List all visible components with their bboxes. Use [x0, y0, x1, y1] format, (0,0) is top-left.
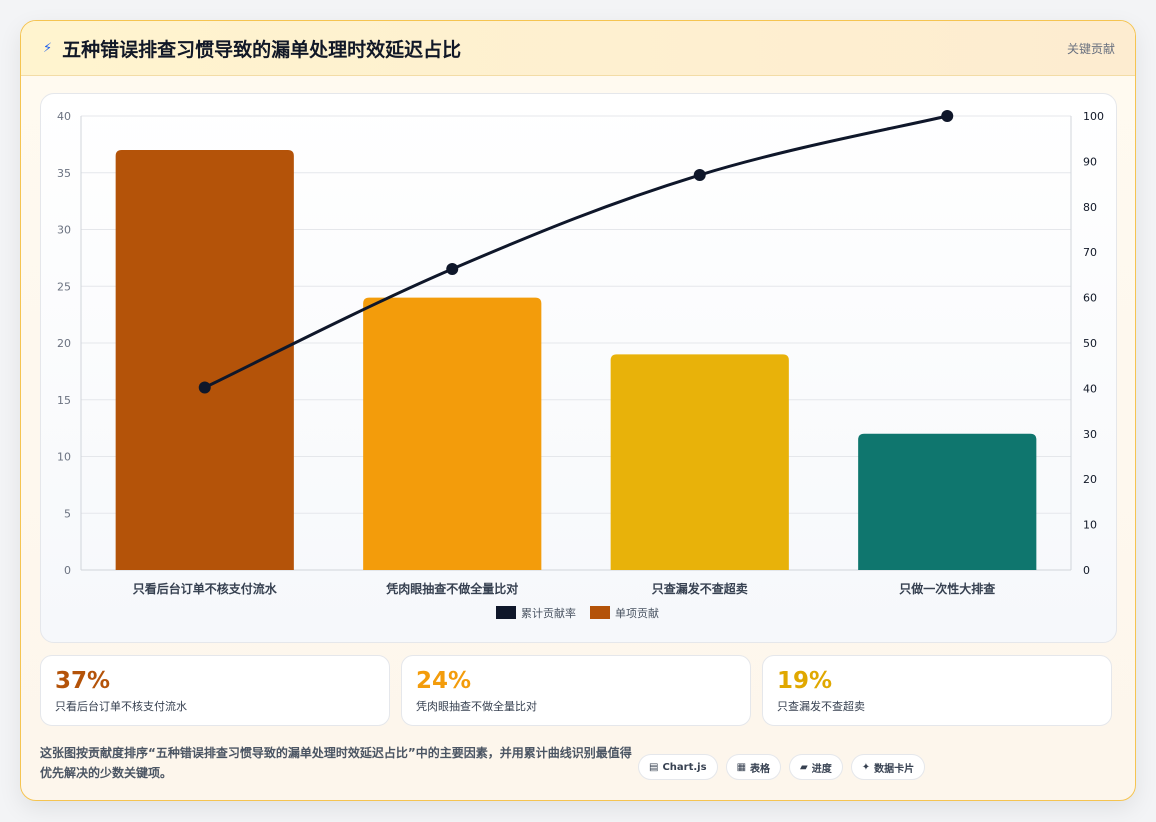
y-right-tick-label: 70	[1083, 246, 1097, 259]
table-icon: ▦	[736, 761, 747, 773]
stat-label-1: 只看后台订单不核支付流水	[55, 700, 187, 713]
stat-value-1: 37%	[55, 668, 111, 694]
chart-container: 0 5 10 15 20 25 30 35 40 0 10 20 30 40 50 60 70 80 90 100 只看…	[40, 93, 1117, 643]
bar-1	[115, 150, 294, 571]
x-tick-label: 只做一次性大排查	[899, 581, 996, 596]
y-left-tick-label: 15	[57, 394, 71, 407]
stat-card-2: 24% 凭肉眼抽查不做全量比对	[401, 655, 751, 726]
y-right-tick-label: 10	[1083, 519, 1097, 532]
y-right-tick-label: 0	[1083, 564, 1090, 577]
progress-icon: ▰	[800, 761, 808, 773]
chip-label: Chart.js	[662, 761, 707, 773]
chip-table[interactable]: ▦ 表格	[725, 754, 782, 780]
stat-label-2: 凭肉眼抽查不做全量比对	[416, 700, 537, 713]
legend-label-2: 单项贡献	[615, 606, 659, 620]
legend-swatch-1	[496, 606, 516, 619]
y-right-tick-label: 100	[1083, 110, 1104, 123]
x-tick-label: 只查漏发不查超卖	[652, 581, 748, 596]
bar-2	[363, 297, 542, 570]
y-right-tick-label: 60	[1083, 292, 1097, 305]
chip-label: 表格	[750, 763, 771, 775]
stat-value-2: 24%	[416, 668, 472, 694]
y-left-tick-label: 25	[57, 280, 71, 293]
page-title: 五种错误排查习惯导致的漏单处理时效延迟占比	[62, 38, 462, 61]
y-left-tick-label: 35	[57, 167, 71, 180]
stat-label-3: 只查漏发不查超卖	[777, 700, 865, 713]
y-right-tick-label: 30	[1083, 428, 1097, 441]
cumulative-point-4	[941, 110, 954, 122]
y-right-tick-label: 90	[1083, 155, 1097, 168]
y-right-tick-label: 50	[1083, 337, 1097, 350]
tech-chips: ▤ Chart.js ▦ 表格 ▰ 进度 ✦ 数据卡片	[638, 754, 926, 780]
chip-label: 进度	[811, 763, 832, 775]
chart-card: ⚡ 五种错误排查习惯导致的漏单处理时效延迟占比 关键贡献 0 5 10 15 20 25 3…	[20, 20, 1136, 801]
header-tag: 关键贡献	[1066, 41, 1115, 56]
chip-chartjs[interactable]: ▤ Chart.js	[638, 754, 718, 780]
chip-label: 数据卡片	[874, 763, 915, 775]
stat-card-3: 19% 只查漏发不查超卖	[762, 655, 1112, 726]
bar-4	[858, 433, 1037, 570]
chip-datacard[interactable]: ✦ 数据卡片	[850, 754, 926, 780]
x-tick-label: 凭肉眼抽查不做全量比对	[385, 581, 518, 596]
card-header: ⚡ 五种错误排查习惯导致的漏单处理时效延迟占比 关键贡献	[21, 21, 1135, 76]
cumulative-point-3	[693, 169, 706, 182]
y-left-tick-label: 5	[64, 507, 71, 520]
y-left-tick-label: 0	[64, 564, 71, 577]
stat-card-1: 37% 只看后台订单不核支付流水	[40, 655, 390, 726]
chart-icon: ▤	[649, 761, 659, 773]
y-right-tick-label: 80	[1083, 201, 1097, 214]
stat-value-3: 19%	[777, 668, 833, 694]
y-left-tick-label: 30	[57, 224, 71, 237]
y-right-tick-label: 40	[1083, 382, 1097, 395]
y-left-tick-label: 10	[57, 451, 71, 464]
chart-description: 这张图按贡献度排序“五种错误排查习惯导致的漏单处理时效延迟占比”中的主要因素，并…	[40, 746, 632, 780]
chip-progress[interactable]: ▰ 进度	[789, 754, 843, 780]
cumulative-point-1	[198, 381, 211, 394]
stat-cards: 37% 只看后台订单不核支付流水 24% 凭肉眼抽查不做全量比对 19% 只查漏…	[40, 655, 1112, 726]
bar-3	[610, 354, 789, 570]
legend-label-1: 累计贡献率	[521, 606, 576, 620]
pareto-chart: 0 5 10 15 20 25 30 35 40 0 10 20 30 40 50 60 70 80 90 100 只看…	[57, 110, 1104, 620]
sparkle-icon: ✦	[861, 761, 871, 773]
title-wrap: ⚡ 五种错误排查习惯导致的漏单处理时效延迟占比	[43, 35, 461, 62]
y-left-tick-label: 40	[57, 110, 71, 123]
bolt-icon: ⚡	[43, 40, 53, 56]
y-right-tick-label: 20	[1083, 473, 1097, 486]
x-tick-label: 只看后台订单不核支付流水	[133, 581, 278, 596]
legend-swatch-2	[590, 606, 610, 619]
cumulative-point-2	[446, 262, 459, 275]
y-left-tick-label: 20	[57, 337, 71, 350]
cumulative-line	[204, 114, 948, 389]
